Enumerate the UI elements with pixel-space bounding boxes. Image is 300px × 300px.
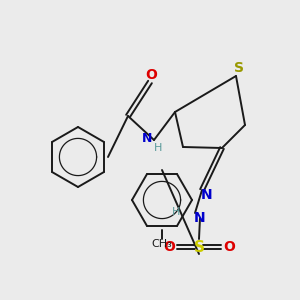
- Text: S: S: [234, 61, 244, 75]
- Text: CH₃: CH₃: [152, 239, 172, 249]
- Text: N: N: [142, 131, 152, 145]
- Text: N: N: [201, 188, 213, 202]
- Text: H: H: [172, 207, 180, 217]
- Text: S: S: [194, 239, 205, 254]
- Text: O: O: [163, 240, 175, 254]
- Text: O: O: [145, 68, 157, 82]
- Text: H: H: [154, 143, 162, 153]
- Text: O: O: [223, 240, 235, 254]
- Text: N: N: [194, 211, 206, 225]
